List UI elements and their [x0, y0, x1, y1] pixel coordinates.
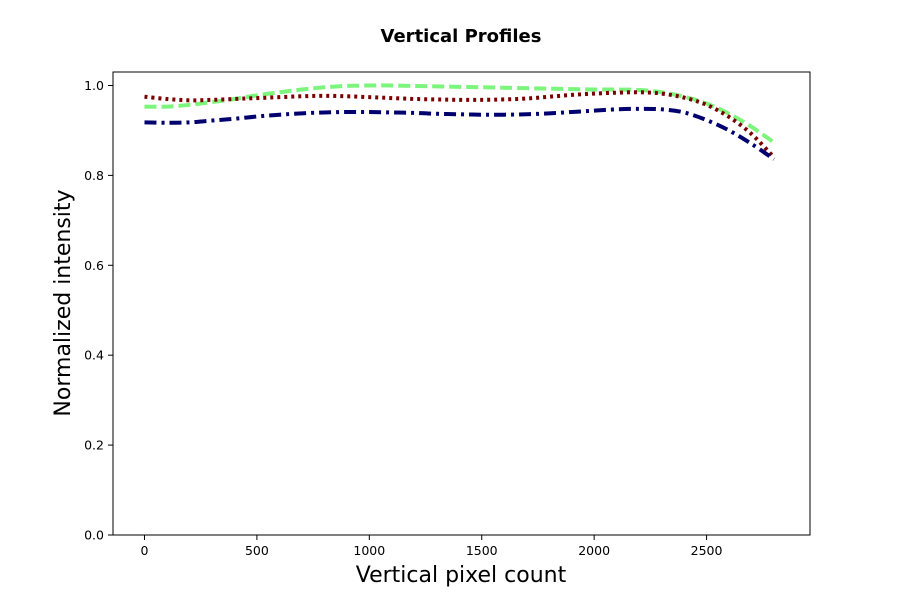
y-axis-label: Normalized intensity — [51, 189, 76, 416]
series-line-2 — [144, 90, 776, 159]
x-tick-label: 2000 — [578, 543, 610, 558]
tick-layer: 0 500 1000 1500 2000 2500 0.0 0.2 0.4 0.6 0.8 1.0 — [84, 78, 722, 558]
y-tick-label: 0.8 — [84, 168, 104, 183]
y-tick-label: 0.2 — [84, 438, 104, 453]
y-tick-label: 1.0 — [84, 78, 104, 93]
x-tick-label: 1500 — [466, 543, 498, 558]
y-tick-label: 0.0 — [84, 528, 104, 543]
y-tick-label: 0.6 — [84, 258, 104, 273]
x-tick-label: 500 — [245, 543, 269, 558]
series-line-3 — [144, 106, 776, 161]
series-layer — [144, 83, 776, 161]
x-axis-label: Vertical pixel count — [356, 563, 567, 588]
plot-area-frame — [112, 71, 811, 536]
x-tick-label: 0 — [141, 543, 149, 558]
chart-title: Vertical Profiles — [381, 26, 542, 47]
x-tick-label: 1000 — [353, 543, 385, 558]
x-tick-label: 2500 — [691, 543, 723, 558]
y-tick-label: 0.4 — [84, 348, 104, 363]
